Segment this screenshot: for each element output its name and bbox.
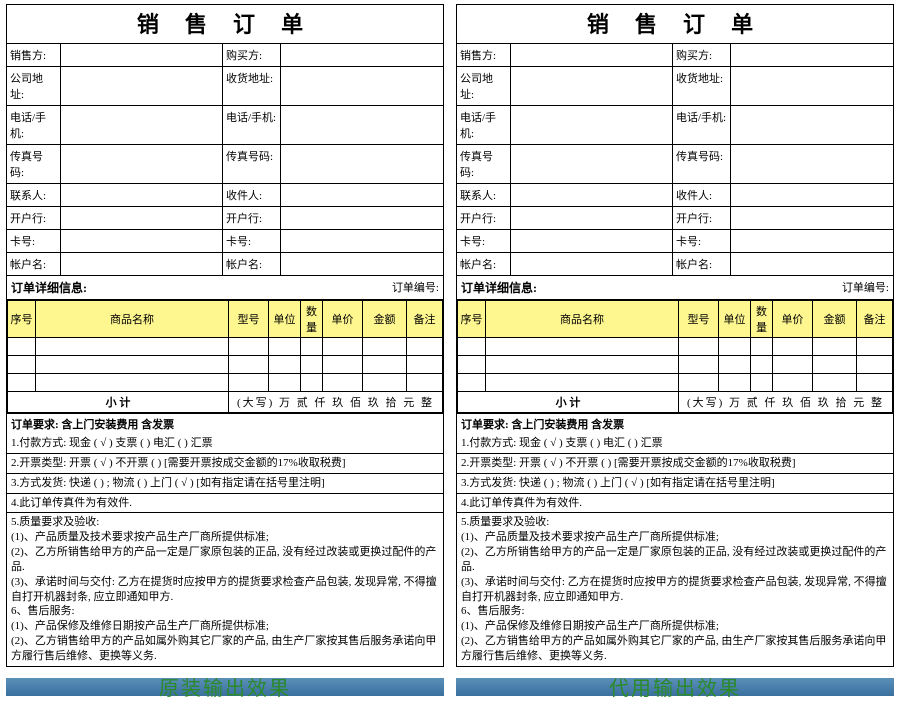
val-fax2 — [281, 144, 443, 183]
form-title: 销 售 订 单 — [7, 5, 443, 43]
val-shipaddr — [281, 66, 443, 105]
val-fax — [61, 144, 223, 183]
col-price: 单价 — [323, 301, 363, 338]
detail-header-label: 订单详细信息: — [11, 279, 87, 296]
order-req: 订单要求: 含上门安装费用 含发票 — [7, 413, 443, 434]
table-row — [8, 374, 443, 392]
line-pay: 1.付款方式: 现金 ( √ ) 支票 ( ) 电汇 ( ) 汇票 — [7, 434, 443, 453]
lbl-card2: 卡号: — [223, 229, 281, 252]
lbl-acct2: 帐户名: — [223, 252, 281, 275]
lbl-acct: 帐户名: — [7, 252, 61, 275]
order-form-left: 销 售 订 单 销售方: 购买方: 公司地址: 收货地址: 电话/手机: 电话/… — [6, 4, 444, 667]
line-fax: 4.此订单传真件为有效件. — [7, 493, 443, 513]
caption-left: 原装输出效果 — [6, 671, 444, 703]
items-table: 序号 商品名称 型号 单位 数量 单价 金额 备注 小 计 (大写) 万 贰 仟… — [7, 300, 443, 413]
lbl-card: 卡号: — [7, 229, 61, 252]
order-no-label: 订单编号: — [392, 279, 439, 296]
val-buyer — [281, 43, 443, 66]
col-seq: 序号 — [8, 301, 36, 338]
table-row — [8, 338, 443, 356]
subtotal-label: 小 计 — [8, 392, 229, 413]
right-form-col: 销 售 订 单 销售方: 购买方: 公司地址: 收货地址: 电话/手机: 电话/… — [456, 4, 894, 667]
caption-left-text: 原装输出效果 — [159, 672, 291, 701]
lbl-seller: 销售方: — [7, 43, 61, 66]
line-ship: 3.方式发货: 快递 ( ) ; 物流 ( ) 上门 ( √ ) [如有指定请在… — [7, 473, 443, 493]
val-acct — [61, 252, 223, 275]
lbl-recipient: 收件人: — [223, 183, 281, 206]
items-table: 序号 商品名称 型号 单位 数量 单价 金额 备注 小 计 (大写) 万 贰 仟… — [457, 300, 893, 413]
lbl-shipaddr: 收货地址: — [223, 66, 281, 105]
val-tel — [61, 105, 223, 144]
val-tel2 — [281, 105, 443, 144]
caption-right: 代用输出效果 — [456, 671, 894, 703]
lbl-coaddr: 公司地址: — [7, 66, 61, 105]
amount-cn: (大写) 万 贰 仟 玖 佰 玖 拾 元 整 — [229, 392, 443, 413]
lbl-bank2: 开户行: — [223, 206, 281, 229]
items-header-row: 序号 商品名称 型号 单位 数量 单价 金额 备注 — [8, 301, 443, 338]
form-title: 销 售 订 单 — [457, 5, 893, 43]
lbl-tel2: 电话/手机: — [223, 105, 281, 144]
detail-header: 订单详细信息: 订单编号: — [457, 276, 893, 300]
order-form-right: 销 售 订 单 销售方: 购买方: 公司地址: 收货地址: 电话/手机: 电话/… — [456, 4, 894, 667]
lbl-fax2: 传真号码: — [223, 144, 281, 183]
subtotal-row: 小 计 (大写) 万 贰 仟 玖 佰 玖 拾 元 整 — [8, 392, 443, 413]
lbl-buyer: 购买方: — [223, 43, 281, 66]
lbl-fax: 传真号码: — [7, 144, 61, 183]
val-card2 — [281, 229, 443, 252]
val-bank — [61, 206, 223, 229]
captions-row: 原装输出效果 代用输出效果 — [0, 671, 900, 703]
val-recipient — [281, 183, 443, 206]
lbl-contact: 联系人: — [7, 183, 61, 206]
line-quality: 5.质量要求及验收: (1)、产品质量及技术要求按产品生产厂商所提供标准; (2… — [7, 512, 443, 665]
col-name: 商品名称 — [36, 301, 229, 338]
caption-right-text: 代用输出效果 — [609, 672, 741, 701]
col-unit: 单位 — [269, 301, 301, 338]
line-invoice: 2.开票类型: 开票 ( √ ) 不开票 ( ) [需要开票按成交金额的17%收… — [7, 453, 443, 473]
val-seller — [61, 43, 223, 66]
lbl-tel: 电话/手机: — [7, 105, 61, 144]
val-bank2 — [281, 206, 443, 229]
left-form-col: 销 售 订 单 销售方: 购买方: 公司地址: 收货地址: 电话/手机: 电话/… — [6, 4, 444, 667]
col-note: 备注 — [407, 301, 443, 338]
val-contact — [61, 183, 223, 206]
lbl-bank: 开户行: — [7, 206, 61, 229]
col-amt: 金额 — [363, 301, 407, 338]
val-acct2 — [281, 252, 443, 275]
info-grid: 销售方: 购买方: 公司地址: 收货地址: 电话/手机: 电话/手机: 传真号码… — [457, 43, 893, 276]
info-grid: 销售方: 购买方: 公司地址: 收货地址: 电话/手机: 电话/手机: 传真号码… — [7, 43, 443, 276]
col-model: 型号 — [229, 301, 269, 338]
val-coaddr — [61, 66, 223, 105]
detail-header: 订单详细信息: 订单编号: — [7, 276, 443, 300]
table-row — [8, 356, 443, 374]
col-qty: 数量 — [301, 301, 323, 338]
val-card — [61, 229, 223, 252]
